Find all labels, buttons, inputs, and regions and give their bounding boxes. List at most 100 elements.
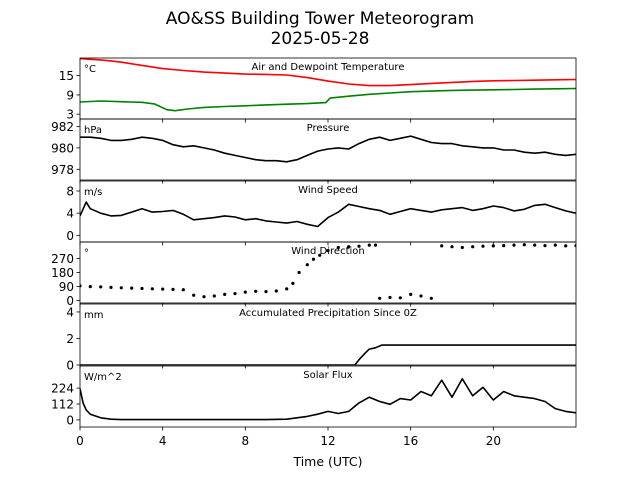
wind-direction-point (347, 245, 351, 249)
x-tick-label: 4 (159, 434, 167, 448)
wind-direction-point (171, 287, 175, 291)
wind-direction-point (202, 295, 206, 299)
wind-direction-point (318, 253, 322, 257)
wind-direction-point (109, 285, 113, 289)
y-tick-label: 2 (66, 332, 74, 346)
wind-direction-point (429, 296, 433, 300)
wind-direction-point (336, 245, 340, 250)
wind-direction-point (502, 244, 506, 248)
wind-direction-point (264, 290, 268, 294)
figure-title-line1: AO&SS Building Tower Meteorogram (166, 9, 474, 29)
wind-direction-point (471, 245, 475, 249)
x-tick-label: 20 (486, 434, 501, 448)
panel-6-title: Solar Flux (303, 370, 353, 381)
panel-1-title: Air and Dewpoint Temperature (252, 62, 405, 73)
x-axis-label: Time (UTC) (292, 454, 362, 469)
wind-direction-point (181, 288, 185, 292)
panel-1-series-1-line (80, 58, 576, 87)
panel-5-title: Accumulated Precipitation Since 0Z (239, 308, 417, 319)
wind-direction-point (119, 286, 123, 290)
wind-direction-point (88, 285, 92, 289)
wind-direction-point (233, 292, 237, 296)
wind-direction-point (305, 263, 309, 267)
wind-direction-point (140, 286, 144, 291)
wind-direction-point (522, 243, 526, 247)
wind-direction-point (440, 244, 444, 248)
wind-direction-point (450, 245, 454, 249)
wind-direction-point (373, 243, 378, 247)
wind-direction-point (150, 287, 154, 291)
wind-direction-point (564, 244, 568, 248)
y-tick-label: 224 (51, 382, 74, 396)
panel-5: 0 2 4 Accumulated Precipitation Since 0Z mm (66, 303, 577, 373)
panel-5-series-1-line (80, 344, 576, 365)
panel-5-unit: mm (84, 310, 103, 321)
x-tick-label: 12 (320, 434, 335, 448)
panel-4-title: Wind Direction (291, 246, 365, 257)
wind-direction-point (419, 294, 423, 298)
panels-group: 3 9 15 Air and Dewpoint Temperature °C 978 980… (51, 57, 577, 431)
wind-direction-point (533, 243, 537, 247)
y-tick-label: 3 (66, 108, 74, 122)
panel-2-title: Pressure (307, 123, 350, 134)
wind-direction-point (553, 243, 557, 247)
panel-2-series-1-line (80, 135, 576, 163)
panel-3-series-1-line (80, 201, 576, 228)
wind-direction-point (223, 292, 227, 296)
wind-direction-point (491, 244, 495, 248)
wind-direction-point (543, 244, 547, 248)
y-tick-label: 180 (51, 266, 74, 280)
panel-4-unit: ° (84, 248, 89, 259)
wind-direction-point (243, 290, 247, 294)
wind-direction-point (291, 281, 295, 285)
figure-title-line2: 2025-05-28 (271, 29, 370, 49)
x-tick-label: 0 (76, 434, 84, 448)
wind-direction-point (367, 243, 371, 247)
y-tick-label: 270 (51, 252, 74, 266)
panel-6-series-1-line (80, 378, 576, 421)
wind-direction-point (161, 287, 165, 291)
panel-1-series-2-line (80, 87, 576, 112)
wind-direction-point (297, 270, 301, 275)
panel-1: 3 9 15 Air and Dewpoint Temperature °C (59, 57, 577, 123)
panel-3-unit: m/s (84, 187, 102, 198)
wind-direction-point (285, 287, 289, 291)
y-tick-label: 0 (66, 359, 74, 373)
wind-direction-point (512, 243, 516, 247)
panel-3-title: Wind Speed (298, 185, 358, 196)
wind-direction-point (192, 293, 196, 297)
wind-direction-point (460, 245, 464, 250)
panel-2: 978 980 982 Pressure hPa (51, 118, 577, 184)
y-tick-label: 982 (51, 120, 74, 134)
y-tick-label: 90 (59, 280, 74, 294)
panel-1-unit: °C (84, 64, 96, 75)
y-tick-label: 9 (66, 88, 74, 102)
y-tick-label: 0 (66, 294, 74, 308)
y-tick-label: 15 (59, 69, 74, 83)
wind-direction-point (326, 249, 330, 253)
y-tick-label: 980 (51, 141, 74, 155)
wind-direction-point (130, 286, 134, 290)
wind-direction-point (274, 289, 278, 293)
panel-4-points (80, 243, 576, 300)
y-tick-label: 4 (66, 207, 74, 221)
wind-direction-point (409, 292, 413, 296)
wind-direction-point (388, 295, 392, 300)
wind-direction-point (398, 296, 402, 300)
y-tick-label: 0 (66, 229, 74, 243)
y-tick-label: 8 (66, 184, 74, 198)
wind-direction-point (99, 285, 103, 289)
wind-direction-point (212, 294, 216, 298)
y-tick-label: 112 (51, 398, 74, 412)
panel-6-unit: W/m^2 (84, 372, 122, 383)
panel-3: 0 4 8 Wind Speed m/s (66, 180, 577, 246)
y-tick-label: 0 (66, 413, 74, 427)
x-tick-label: 16 (403, 434, 418, 448)
wind-direction-point (357, 244, 361, 248)
wind-direction-point (378, 296, 382, 300)
wind-direction-point (311, 257, 316, 261)
y-tick-label: 4 (66, 305, 74, 319)
